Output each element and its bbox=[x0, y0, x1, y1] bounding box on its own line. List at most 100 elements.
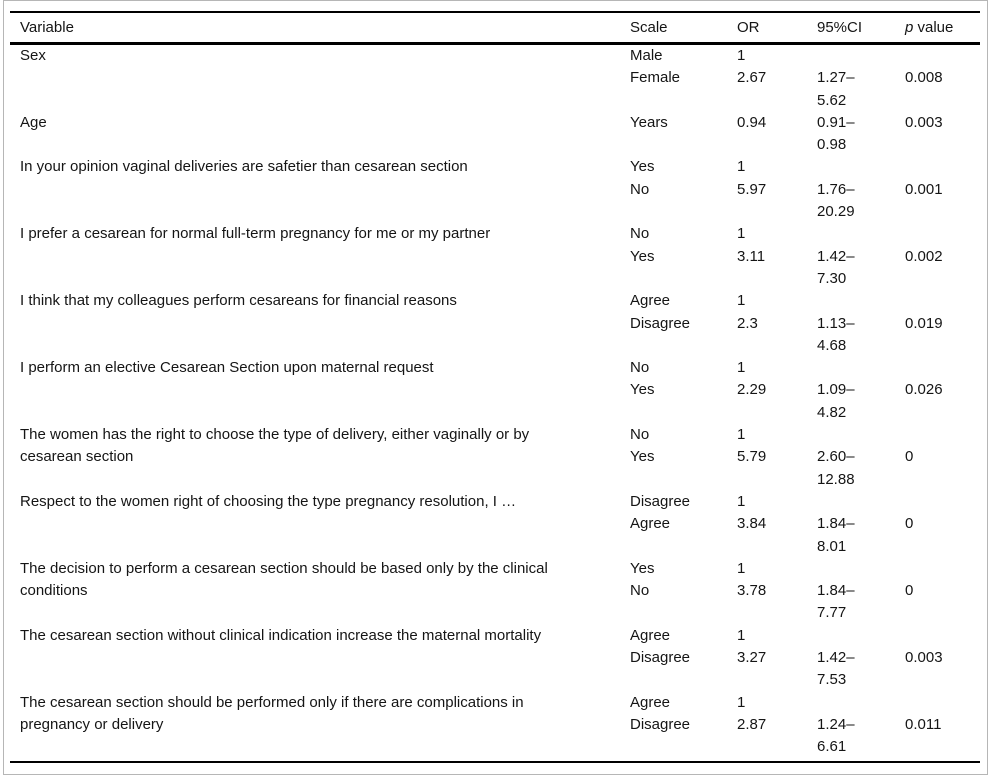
p-cell bbox=[895, 156, 980, 178]
or-cell: 2.3 bbox=[737, 314, 758, 332]
scale-cell: No bbox=[630, 582, 650, 600]
ci-cell bbox=[807, 692, 895, 714]
variable-cell: Age bbox=[20, 113, 47, 131]
variable-cell: The decision to perform a cesarean secti… bbox=[20, 559, 548, 600]
ci-cell bbox=[807, 491, 895, 513]
p-cell bbox=[895, 424, 980, 446]
table-row: I think that my colleagues perform cesar… bbox=[10, 290, 980, 312]
p-cell: 0.001 bbox=[905, 180, 943, 198]
ci-cell: 1.84– 8.01 bbox=[817, 515, 855, 555]
p-cell bbox=[895, 558, 980, 580]
scale-cell: Disagree bbox=[630, 492, 691, 510]
scale-cell: Yes bbox=[630, 559, 655, 577]
table-row: Yes 3.11 1.42– 7.30 0.002 bbox=[10, 246, 980, 291]
table-header-row: Variable Scale OR 95%CI p value bbox=[10, 11, 980, 45]
p-cell bbox=[895, 290, 980, 312]
p-cell bbox=[895, 491, 980, 513]
ci-cell: 1.24– 6.61 bbox=[817, 715, 855, 756]
or-cell: 1 bbox=[737, 47, 746, 64]
p-cell bbox=[895, 625, 980, 647]
table-row: In your opinion vaginal deliveries are s… bbox=[10, 156, 980, 178]
or-cell: 3.84 bbox=[737, 515, 767, 533]
scale-cell: Disagree bbox=[630, 715, 691, 733]
p-cell bbox=[895, 45, 980, 67]
p-cell: 0.003 bbox=[905, 649, 943, 667]
ci-cell bbox=[807, 424, 895, 446]
table-row: Sex Male 1 bbox=[10, 45, 980, 67]
scale-cell: Yes bbox=[630, 448, 655, 466]
or-cell: 1 bbox=[737, 559, 746, 577]
p-cell: 0 bbox=[905, 515, 914, 533]
ci-cell: 1.42– 7.30 bbox=[817, 247, 855, 287]
p-cell: 0.002 bbox=[905, 247, 943, 265]
or-cell: 1 bbox=[737, 626, 746, 644]
p-cell: 0.026 bbox=[905, 381, 943, 399]
or-cell: 5.97 bbox=[737, 180, 767, 198]
scale-cell: No bbox=[630, 359, 650, 377]
table-row: Yes 5.79 2.60– 12.88 0 bbox=[10, 446, 980, 491]
ci-cell: 1.09– 4.82 bbox=[817, 381, 855, 421]
or-cell: 1 bbox=[737, 492, 746, 510]
table-row: I prefer a cesarean for normal full-term… bbox=[10, 223, 980, 245]
scale-cell: No bbox=[630, 180, 650, 198]
variable-cell: In your opinion vaginal deliveries are s… bbox=[20, 158, 468, 176]
scale-cell: No bbox=[630, 225, 650, 243]
or-cell: 2.67 bbox=[737, 69, 767, 87]
table-row: I perform an elective Cesarean Section u… bbox=[10, 357, 980, 379]
or-cell: 1 bbox=[737, 359, 746, 377]
scale-cell: Disagree bbox=[630, 649, 691, 667]
or-cell: 1 bbox=[737, 225, 746, 243]
table-row: The cesarean section should be performed… bbox=[10, 692, 980, 733]
scale-cell: Yes bbox=[630, 381, 655, 399]
variable-cell: I perform an elective Cesarean Section u… bbox=[20, 359, 434, 377]
ci-cell bbox=[807, 357, 895, 379]
table-row: Agree 3.84 1.84– 8.01 0 bbox=[10, 513, 980, 558]
ci-cell bbox=[807, 558, 895, 580]
ci-cell: 1.13– 4.68 bbox=[817, 314, 855, 354]
table-row: Disagree 3.27 1.42– 7.53 0.003 bbox=[10, 647, 980, 692]
p-cell: 0 bbox=[905, 448, 914, 466]
ci-cell: 1.84– 7.77 bbox=[817, 582, 855, 622]
scale-cell: Yes bbox=[630, 247, 655, 265]
table-row: The cesarean section without clinical in… bbox=[10, 625, 980, 647]
or-cell: 2.87 bbox=[737, 715, 767, 733]
table-row: Yes 2.29 1.09– 4.82 0.026 bbox=[10, 379, 980, 424]
or-cell: 1 bbox=[737, 158, 746, 176]
or-cell: 0.94 bbox=[737, 113, 767, 131]
variable-cell: The cesarean section should be performed… bbox=[20, 693, 524, 733]
variable-cell: Respect to the women right of choosing t… bbox=[20, 492, 517, 510]
p-cell: 0 bbox=[905, 582, 914, 600]
table-row: The decision to perform a cesarean secti… bbox=[10, 558, 980, 599]
ci-cell bbox=[807, 223, 895, 245]
table-row: Disagree 2.87 1.24– 6.61 0.011 bbox=[10, 714, 980, 759]
scale-cell: Yes bbox=[630, 158, 655, 176]
table-row: Age Years 0.94 0.91– 0.98 0.003 bbox=[10, 112, 980, 157]
scale-cell: Years bbox=[630, 113, 668, 131]
header-scale: Scale bbox=[630, 19, 668, 36]
scale-cell: Agree bbox=[630, 693, 671, 711]
regression-table: Variable Scale OR 95%CI p value Sex Male 1… bbox=[10, 11, 980, 763]
header-ci: 95%CI bbox=[817, 19, 863, 36]
or-cell: 3.78 bbox=[737, 582, 767, 600]
table-bottom-rule bbox=[10, 760, 980, 763]
scale-cell: Agree bbox=[630, 626, 671, 644]
table-row: Female 2.67 1.27– 5.62 0.008 bbox=[10, 67, 980, 112]
variable-cell: The cesarean section without clinical in… bbox=[20, 626, 542, 644]
ci-cell bbox=[807, 290, 895, 312]
scale-cell: Male bbox=[630, 47, 663, 64]
ci-cell: 1.42– 7.53 bbox=[817, 649, 855, 689]
or-cell: 2.29 bbox=[737, 381, 767, 399]
scale-cell: Disagree bbox=[630, 314, 691, 332]
ci-cell bbox=[807, 156, 895, 178]
or-cell: 1 bbox=[737, 292, 746, 310]
variable-cell: The women has the right to choose the ty… bbox=[20, 426, 530, 466]
p-cell: 0.008 bbox=[905, 69, 943, 87]
variable-cell: I prefer a cesarean for normal full-term… bbox=[20, 225, 491, 243]
header-variable: Variable bbox=[20, 19, 74, 36]
variable-cell: Sex bbox=[20, 47, 46, 64]
or-cell: 1 bbox=[737, 426, 746, 444]
p-cell bbox=[895, 692, 980, 714]
header-or: OR bbox=[737, 19, 760, 36]
header-p-value: p value bbox=[895, 13, 980, 42]
